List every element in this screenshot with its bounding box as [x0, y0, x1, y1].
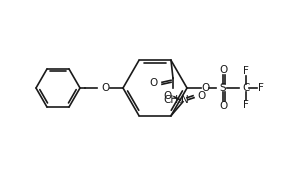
Text: C: C	[242, 83, 250, 93]
Text: CH₃: CH₃	[163, 95, 183, 105]
Text: O: O	[150, 78, 158, 88]
Text: F: F	[243, 100, 249, 110]
Text: F: F	[243, 66, 249, 76]
Text: O: O	[101, 83, 109, 93]
Text: O: O	[163, 91, 171, 101]
Text: O: O	[202, 83, 210, 93]
Text: O: O	[197, 91, 205, 101]
Text: O: O	[220, 65, 228, 75]
Text: F: F	[258, 83, 264, 93]
Text: O: O	[220, 101, 228, 111]
Text: S: S	[220, 83, 226, 93]
Text: N: N	[181, 95, 189, 105]
